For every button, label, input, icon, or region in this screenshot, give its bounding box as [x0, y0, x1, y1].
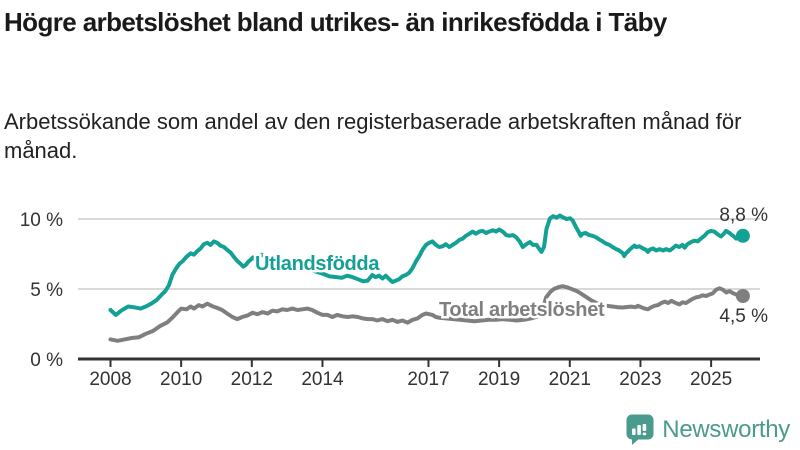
- series-end-dot: [735, 228, 750, 243]
- x-axis-tick-label: 2025: [690, 369, 732, 390]
- y-axis-tick-label: 0 %: [30, 350, 63, 371]
- newsworthy-logo-icon: [626, 414, 654, 445]
- x-axis-tick-label: 2017: [407, 369, 449, 390]
- x-axis-tick-label: 2010: [160, 369, 202, 390]
- chart-subtitle: Arbetssökande som andel av den registerb…: [4, 109, 742, 163]
- series-end-dot: [735, 289, 750, 303]
- series-label: Utlandsfödda: [255, 253, 380, 275]
- newsworthy-branding: Newsworthy: [626, 414, 790, 446]
- x-axis-tick-label: 2019: [478, 369, 520, 390]
- series-end-value-label: 4,5 %: [719, 306, 768, 327]
- series-line-total-arbetsl-shet: [108, 284, 745, 343]
- x-axis-tick-label: 2023: [619, 369, 661, 390]
- series-end-value-label: 8,8 %: [719, 205, 768, 226]
- x-axis-tick-label: 2021: [549, 369, 591, 390]
- x-axis-tick-label: 2014: [301, 369, 344, 390]
- x-axis-tick-label: 2008: [89, 369, 131, 390]
- y-axis-tick-label: 10 %: [20, 210, 63, 231]
- y-axis-tick-label: 5 %: [30, 280, 63, 301]
- newsworthy-wordmark: Newsworthy: [662, 416, 790, 443]
- series-label: Total arbetslöshet: [439, 299, 605, 321]
- x-axis-tick-label: 2012: [231, 369, 273, 390]
- series-line-utlandsf-dda: [108, 213, 745, 317]
- page-title: Högre arbetslöshet bland utrikes- än inr…: [4, 7, 667, 37]
